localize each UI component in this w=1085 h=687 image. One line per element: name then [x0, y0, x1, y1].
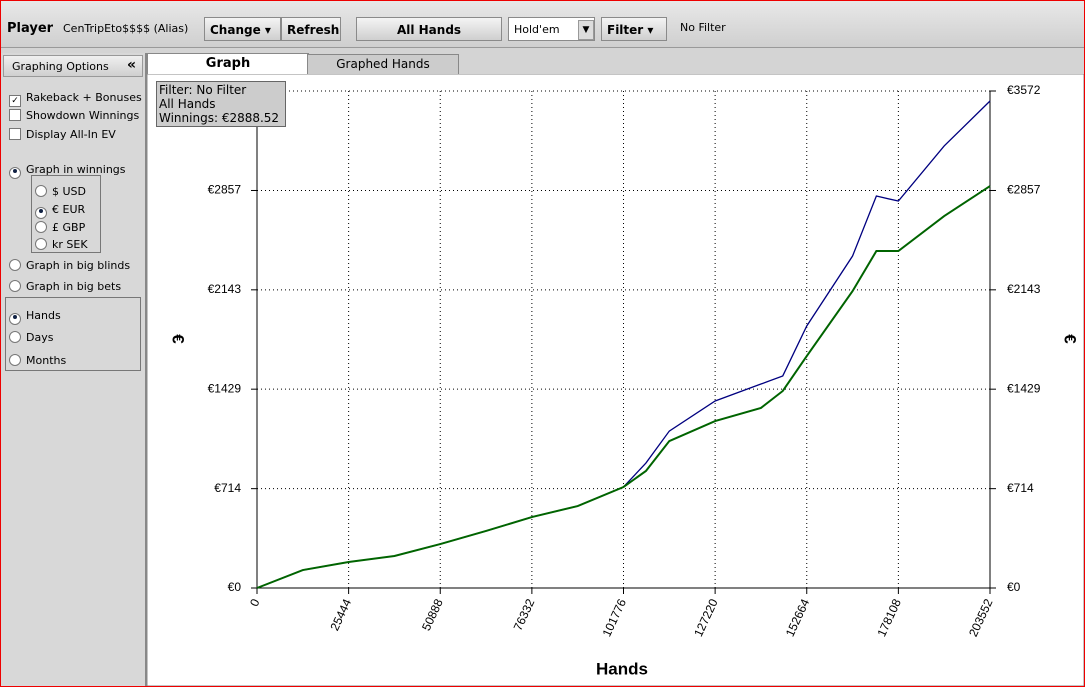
- checkbox[interactable]: ✓: [9, 95, 21, 107]
- y2-tick-label: €714: [1007, 481, 1034, 495]
- chart-background: [147, 74, 1084, 686]
- game-text: Hold'em: [514, 23, 560, 36]
- refresh-button[interactable]: Refresh: [281, 17, 341, 41]
- sidebar-header: Graphing Options «: [3, 55, 143, 77]
- checkbox-option[interactable]: Showdown Winnings: [9, 109, 139, 122]
- checkbox-option[interactable]: Display All-In EV: [9, 128, 116, 141]
- y2-tick-label: €0: [1007, 580, 1021, 594]
- y-axis-label: €: [169, 334, 188, 344]
- option-label: Graph in winnings: [26, 163, 126, 176]
- radio-option[interactable]: Graph in big blinds: [9, 259, 130, 272]
- tab-graph[interactable]: Graph: [147, 53, 309, 74]
- option-label: Showdown Winnings: [26, 109, 140, 122]
- checkbox[interactable]: [9, 109, 21, 121]
- radio-option[interactable]: Days: [9, 331, 53, 344]
- radio-option[interactable]: Graph in winnings: [9, 163, 126, 179]
- option-label: Display All-In EV: [26, 128, 116, 141]
- change-button[interactable]: Change ▾: [204, 17, 281, 41]
- radio-option[interactable]: kr SEK: [35, 238, 88, 251]
- x-axis-label: Hands: [596, 659, 648, 678]
- info-line: Filter: No Filter: [159, 83, 247, 97]
- collapse-button[interactable]: «: [126, 57, 136, 73]
- axis-group: [5, 297, 141, 371]
- sidebar: Graphing Options « ✓ Rakeback + Bonuses Sh…: [1, 53, 147, 686]
- sidebar-title: Graphing Options: [12, 60, 109, 73]
- player-label: Player: [7, 21, 54, 36]
- currency-group: [31, 175, 101, 253]
- radio-option[interactable]: $ USD: [35, 185, 86, 198]
- y2-tick-label: €1429: [1007, 381, 1041, 395]
- y2-tick-label: €3572: [1007, 83, 1041, 97]
- option-label: Days: [26, 331, 54, 344]
- checkbox[interactable]: [9, 128, 21, 140]
- option-label: Graph in big bets: [26, 280, 122, 293]
- info-line: All Hands: [159, 97, 216, 111]
- option-label: $ USD: [52, 185, 86, 198]
- y2-tick-label: €2143: [1007, 282, 1041, 296]
- option-label: £ GBP: [52, 221, 86, 234]
- radio[interactable]: [9, 331, 21, 343]
- option-label: kr SEK: [52, 238, 88, 251]
- option-label: Months: [26, 354, 67, 367]
- y2-tick-label: €2857: [1007, 183, 1041, 197]
- option-label: € EUR: [52, 203, 86, 216]
- radio-option[interactable]: Hands: [9, 309, 61, 325]
- radio[interactable]: [9, 280, 21, 292]
- y-tick-label: €2857: [208, 183, 242, 197]
- checkbox-option[interactable]: ✓ Rakeback + Bonuses: [9, 91, 142, 107]
- y2-axis-label: €: [1061, 334, 1080, 344]
- radio-option[interactable]: Months: [9, 354, 66, 367]
- filter-text: Filter: [607, 23, 644, 37]
- filter-status: No Filter: [680, 21, 726, 34]
- option-label: Hands: [26, 309, 61, 322]
- radio[interactable]: [35, 238, 47, 250]
- info-line: Winnings: €2888.52: [159, 111, 280, 125]
- y-tick-label: €0: [228, 580, 242, 594]
- y-tick-label: €1429: [208, 381, 242, 395]
- option-label: Graph in big blinds: [26, 259, 131, 272]
- info-box: Filter: No Filter All Hands Winnings: €2…: [156, 81, 286, 127]
- radio[interactable]: [35, 185, 47, 197]
- radio[interactable]: [9, 167, 21, 179]
- filter-button[interactable]: Filter ▾: [601, 17, 667, 41]
- radio-option[interactable]: £ GBP: [35, 221, 85, 234]
- player-name: CenTripEto$$$$ (Alias): [63, 22, 189, 35]
- radio[interactable]: [9, 354, 21, 366]
- option-label: Rakeback + Bonuses: [26, 91, 142, 104]
- all-hands-button[interactable]: All Hands: [356, 17, 502, 41]
- game-select[interactable]: Hold'em ▼: [508, 17, 595, 41]
- radio[interactable]: [35, 207, 47, 219]
- series-line: [256, 185, 991, 589]
- radio[interactable]: [9, 313, 21, 325]
- radio-option[interactable]: € EUR: [35, 203, 85, 219]
- radio[interactable]: [9, 259, 21, 271]
- radio-option[interactable]: Graph in big bets: [9, 280, 121, 293]
- tab-graphed-hands[interactable]: Graphed Hands: [307, 54, 459, 75]
- y-tick-label: €2143: [208, 282, 242, 296]
- change-text: Change: [210, 23, 261, 37]
- chart: Hands € € €0 €0 €714 €714 €1429 €1429 €2143 €21…: [147, 74, 1084, 686]
- radio[interactable]: [35, 221, 47, 233]
- y-tick-label: €714: [214, 481, 241, 495]
